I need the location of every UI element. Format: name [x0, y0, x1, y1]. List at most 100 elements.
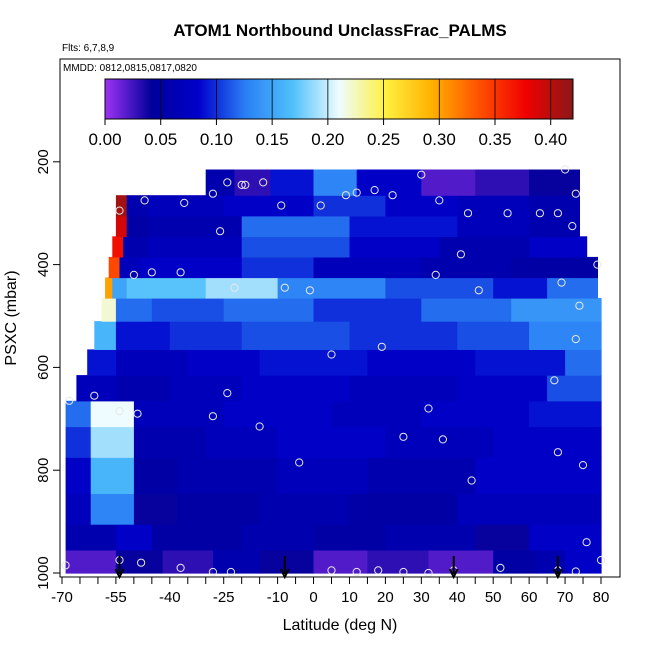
sample-marker: [388, 191, 397, 200]
y-axis-label: PSXC (mbar): [3, 270, 20, 365]
sample-marker: [399, 432, 408, 441]
heatmap-cell: [112, 277, 128, 299]
colorbar-tick-label: 0.30: [423, 130, 456, 149]
heatmap-cell: [475, 169, 530, 196]
sample-marker: [578, 461, 588, 470]
sample-marker: [277, 201, 286, 210]
heatmap-cell: [90, 400, 135, 428]
sample-marker: [327, 350, 336, 359]
heatmap-cell: [87, 349, 117, 376]
colorbar-tick-label: 0.10: [200, 130, 233, 149]
sample-marker: [571, 567, 580, 576]
heatmap-cell: [313, 256, 422, 279]
sample-marker: [208, 189, 217, 198]
heatmap-cell: [259, 549, 315, 574]
heatmap-cell: [493, 549, 537, 574]
x-tick-label: 80: [593, 589, 610, 606]
sample-marker: [223, 178, 232, 187]
heatmap-cell: [177, 493, 261, 525]
heatmap-cell: [529, 321, 602, 350]
heatmap-cell: [259, 349, 368, 376]
sample-marker: [435, 196, 444, 205]
heatmap-cell: [547, 277, 598, 299]
x-tick-label: -25: [213, 589, 235, 606]
plot-frame: [59, 58, 621, 578]
colorbar-dividers: [104, 79, 552, 119]
heatmap-cell: [349, 236, 440, 258]
heatmap-cell: [241, 321, 351, 350]
heatmap-cell: [331, 400, 422, 428]
heatmap-cell: [313, 169, 358, 196]
sample-marker: [140, 196, 149, 205]
heatmap-cell: [511, 298, 602, 322]
colorbar-tick-label: 0.05: [144, 130, 177, 149]
heatmap-cell: [205, 426, 279, 458]
heatmap-cell: [126, 195, 149, 217]
heatmap-cell: [148, 215, 243, 237]
heatmap-cell: [367, 457, 476, 494]
heatmap-cell: [529, 169, 580, 196]
sample-marker: [463, 209, 473, 218]
sample-marker: [417, 170, 426, 179]
sample-marker: [596, 556, 606, 565]
heatmap-cell: [108, 256, 121, 279]
heatmap-cells: [65, 169, 602, 574]
colorbar-tick-label: 0.40: [534, 130, 567, 149]
heatmap-cell: [90, 493, 135, 525]
sample-marker: [280, 283, 289, 292]
sample-marker: [241, 180, 250, 189]
sample-marker: [305, 286, 314, 295]
sample-marker: [535, 209, 545, 218]
sample-marker: [571, 335, 580, 344]
sample-marker: [65, 396, 74, 405]
sample-marker: [115, 407, 124, 416]
heatmap-cell: [115, 195, 128, 217]
sample-marker: [582, 538, 591, 547]
colorbar-tick-label: 0.35: [478, 130, 511, 149]
x-tick-label: -10: [267, 589, 289, 606]
sample-marker: [593, 260, 602, 269]
heatmap-cell: [259, 493, 350, 525]
sample-marker: [176, 268, 185, 277]
heatmap-cell: [65, 426, 92, 458]
heatmap-cell: [529, 524, 602, 551]
sample-marker: [129, 270, 138, 279]
heatmap-cell: [115, 524, 153, 551]
heatmap-cell: [529, 215, 580, 237]
heatmap-cell: [349, 215, 458, 237]
sample-marker: [399, 567, 408, 577]
heatmap-cell: [241, 524, 315, 551]
sample-marker: [503, 209, 512, 218]
colorbar-ticks: 0.00 0.05 0.10 0.15 0.20 0.25 0.30 0.35 0.40: [88, 119, 567, 149]
heatmap-cell: [151, 298, 225, 322]
heatmap-cell: [241, 256, 315, 279]
heatmap-cell: [547, 375, 602, 402]
x-tick-label: 20: [377, 589, 394, 606]
heatmap-cell: [177, 457, 279, 494]
y-axis: 200 400 600 800 1000: [35, 149, 60, 590]
x-tick-label: 10: [341, 589, 358, 606]
x-tick-label: -70: [51, 589, 73, 606]
heatmap-cell: [119, 256, 142, 279]
heatmap-cell: [223, 195, 315, 217]
y-tick-label: 200: [35, 149, 52, 174]
heatmap-cell: [457, 493, 512, 525]
sample-marker: [176, 563, 185, 573]
sample-marker: [147, 268, 156, 277]
colorbar: 0.00 0.05 0.10 0.15 0.20 0.25 0.30 0.35 0.40: [88, 78, 574, 149]
sample-marker: [208, 412, 217, 421]
heatmap-cell: [565, 349, 602, 376]
heatmap-cell: [169, 375, 243, 402]
sample-marker: [180, 198, 189, 207]
sample-marker: [467, 476, 476, 485]
x-tick-label: 30: [413, 589, 430, 606]
colorbar-tick-label: 0.25: [367, 130, 400, 149]
heatmap-cell: [123, 236, 149, 258]
y-tick-label: 600: [35, 355, 52, 380]
heatmap-cell: [133, 426, 207, 458]
heatmap-cell: [169, 321, 243, 350]
x-tick-label: -40: [159, 589, 181, 606]
x-tick-label: 50: [485, 589, 502, 606]
heatmap-cell: [126, 277, 207, 299]
